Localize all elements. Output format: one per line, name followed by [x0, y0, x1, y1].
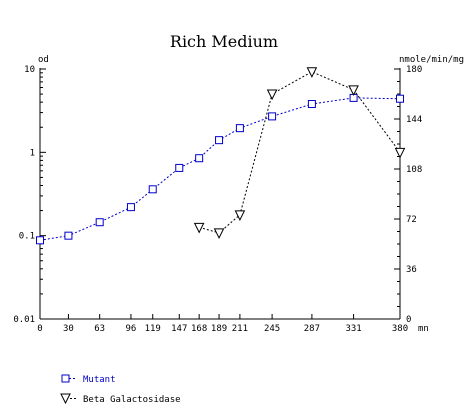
- right-axis-ticks: 0 36 72 108 144 180: [394, 65, 422, 325]
- right-tick-label: 36: [406, 265, 417, 275]
- data-point-mutant: [307, 100, 316, 109]
- legend-item-beta-galactosidase: Beta Galactosidase: [60, 393, 181, 405]
- data-point-mutant: [36, 236, 44, 245]
- series-layer: [36, 67, 406, 245]
- x-tick-label: 147: [171, 324, 187, 334]
- x-tick-label: 168: [191, 324, 207, 334]
- series-line-beta-galactosidase: [199, 71, 401, 234]
- x-tick-label: 189: [211, 324, 227, 334]
- legend-beta-label: Beta Galactosidase: [83, 395, 181, 405]
- left-tick-label: 0.1: [19, 232, 35, 242]
- data-point-beta-galactosidase: [193, 222, 205, 234]
- right-tick-label: 180: [406, 65, 422, 75]
- data-point-mutant: [215, 136, 224, 145]
- x-tick-label: 211: [232, 324, 248, 334]
- data-point-beta-galactosidase: [306, 67, 318, 78]
- legend-mutant-square-marker: [61, 374, 70, 383]
- data-point-beta-galactosidase: [234, 210, 246, 221]
- legend-item-mutant: Mutant: [61, 374, 116, 385]
- data-point-mutant: [195, 154, 204, 163]
- legend-mutant-label: Mutant: [83, 375, 116, 385]
- right-axis-label: nmole/min/mg: [399, 55, 464, 65]
- x-axis-ticks: 0 30 63 96 119 147 168 189 211 245 287 331 380: [37, 314, 408, 334]
- legend: Mutant Beta Galactosidase: [60, 374, 181, 405]
- x-tick-label: 96: [126, 324, 137, 334]
- right-tick-label: 72: [406, 215, 417, 225]
- x-tick-label: 63: [94, 324, 105, 334]
- left-axis-ticks: 0.01 0.1 1 10: [13, 65, 46, 325]
- data-point-mutant: [148, 185, 157, 194]
- data-point-mutant: [396, 94, 404, 103]
- right-tick-label: 144: [406, 115, 422, 125]
- data-point-mutant: [95, 218, 104, 227]
- left-axis-label: od: [38, 55, 49, 65]
- x-tick-label: 380: [392, 324, 408, 334]
- data-point-mutant: [64, 231, 73, 240]
- data-point-mutant: [235, 124, 244, 133]
- data-point-mutant: [126, 203, 135, 212]
- right-tick-label: 0: [406, 315, 411, 325]
- data-point-beta-galactosidase: [213, 228, 225, 240]
- x-tick-label: 287: [304, 324, 320, 334]
- data-point-beta-galactosidase: [348, 85, 359, 96]
- data-point-beta-galactosidase: [266, 89, 278, 101]
- right-tick-label: 108: [406, 165, 422, 175]
- data-point-mutant: [175, 163, 184, 172]
- x-axis-unit-label: mn: [418, 324, 429, 334]
- left-tick-label: 0.01: [13, 315, 35, 325]
- x-tick-label: 119: [145, 324, 161, 334]
- series-line-mutant: [39, 97, 401, 241]
- left-tick-label: 1: [30, 148, 35, 158]
- left-tick-label: 10: [24, 65, 35, 75]
- x-tick-label: 331: [345, 324, 361, 334]
- x-tick-label: 245: [264, 324, 280, 334]
- x-tick-label: 0: [37, 324, 42, 334]
- data-point-beta-galactosidase: [394, 147, 406, 159]
- x-tick-label: 30: [63, 324, 74, 334]
- legend-beta-triangle-marker: [60, 393, 71, 405]
- data-point-mutant: [268, 112, 277, 121]
- chart-title: Rich Medium: [170, 32, 278, 51]
